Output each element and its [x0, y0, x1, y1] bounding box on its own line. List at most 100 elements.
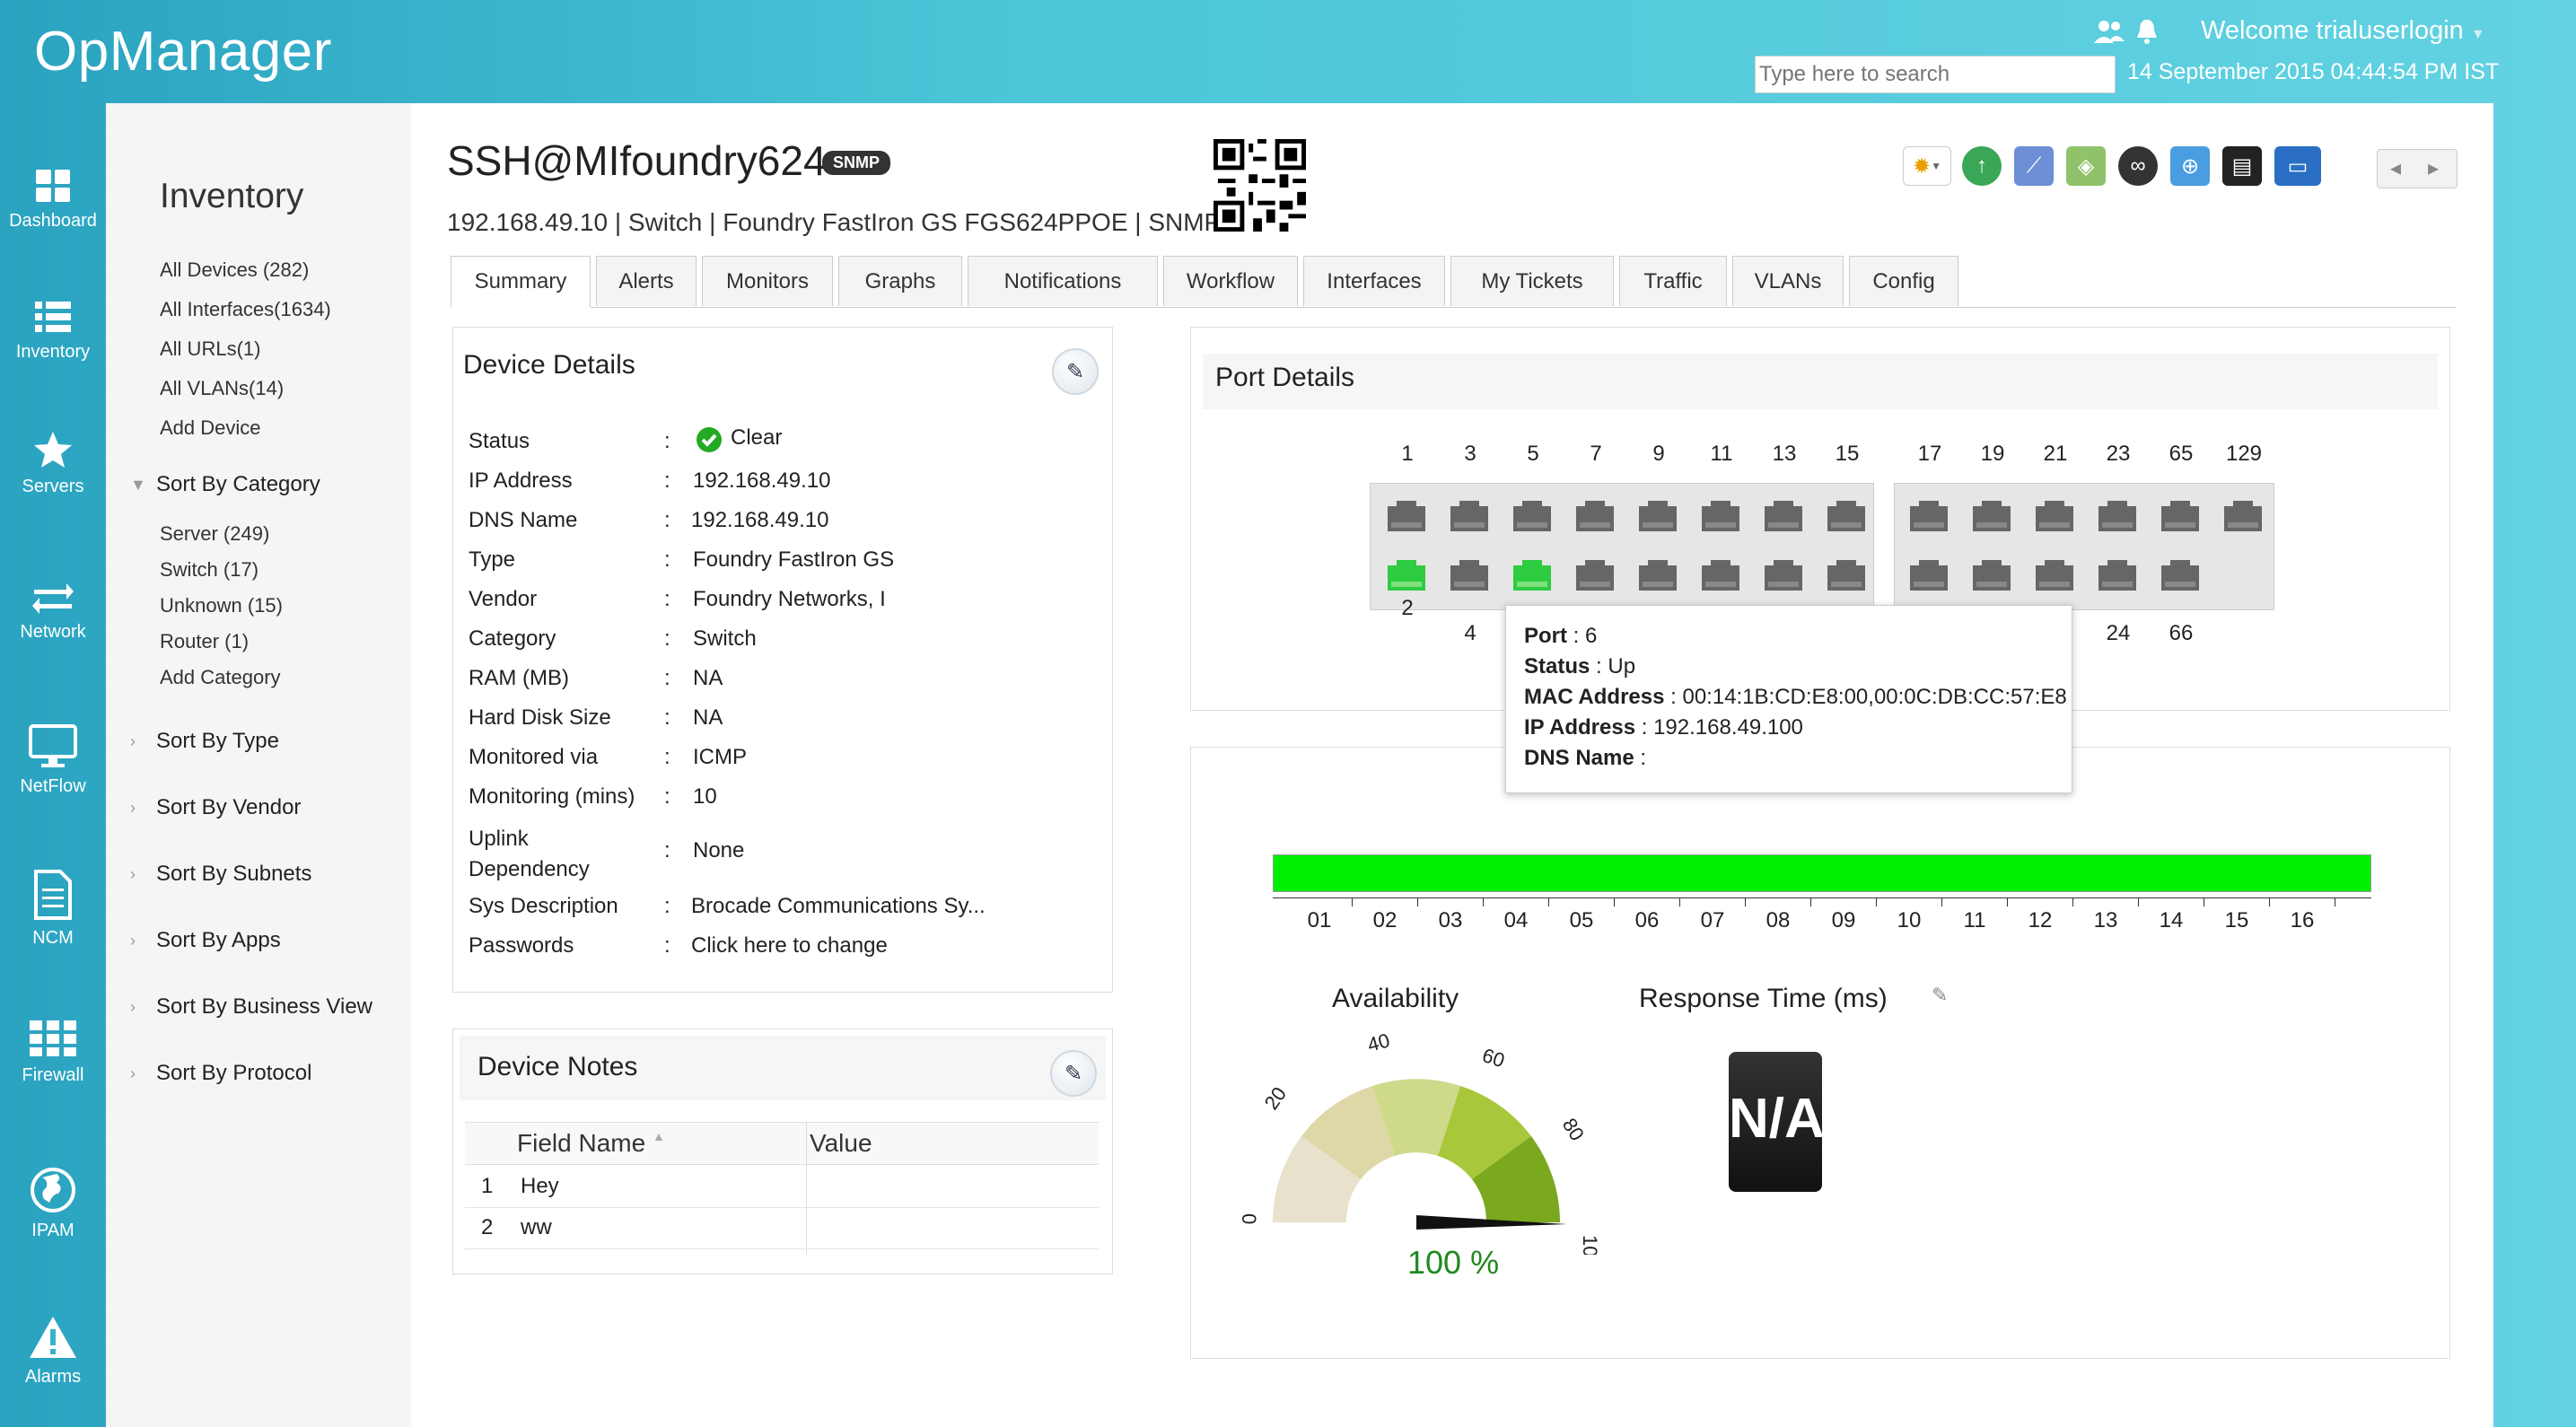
sort-by-category[interactable]: Sort By Category	[156, 472, 320, 496]
tab-vlans[interactable]: VLANs	[1732, 256, 1844, 306]
sidebar-link-add-device[interactable]: Add Device	[160, 416, 261, 439]
port-1[interactable]	[1386, 499, 1427, 533]
terminal-icon[interactable]: ▤	[2222, 146, 2262, 186]
sidebar-link-all-interfaces[interactable]: All Interfaces(1634)	[160, 298, 331, 320]
nav-inventory[interactable]: Inventory	[0, 299, 106, 363]
nav-dashboard[interactable]: Dashboard	[0, 168, 106, 232]
tab-summary[interactable]: Summary	[451, 256, 591, 308]
port-19[interactable]	[1971, 499, 2012, 533]
tab-interfaces[interactable]: Interfaces	[1303, 256, 1445, 306]
port-9[interactable]	[1637, 499, 1678, 533]
detail-value-ram: NA	[693, 666, 723, 690]
tab-monitors[interactable]: Monitors	[702, 256, 833, 306]
availability-fill	[1274, 855, 2370, 891]
remote-desktop-icon[interactable]: ▭	[2274, 146, 2321, 186]
sort-by-apps[interactable]: Sort By Apps	[156, 928, 281, 952]
port-15[interactable]	[1826, 499, 1867, 533]
port-17[interactable]	[1908, 499, 1950, 533]
port-65[interactable]	[2160, 499, 2201, 533]
edit-device-details-icon[interactable]: ✎	[1052, 348, 1099, 395]
hour-label: 09	[1831, 908, 1856, 932]
port-8[interactable]	[1574, 558, 1616, 592]
category-router[interactable]: Router (1)	[160, 630, 250, 652]
port-11[interactable]	[1700, 499, 1741, 533]
tab-traffic[interactable]: Traffic	[1619, 256, 1727, 306]
welcome-user-menu[interactable]: Welcome trialuserlogin ▼	[2201, 16, 2485, 46]
port-21[interactable]	[2034, 499, 2075, 533]
graph-icon[interactable]: ⟋	[2014, 146, 2054, 186]
port-label: 2	[1401, 596, 1414, 620]
sidebar-link-all-urls[interactable]: All URLs(1)	[160, 337, 261, 360]
port-22[interactable]	[2034, 558, 2075, 592]
notification-bell-icon[interactable]	[2134, 18, 2160, 49]
link-icon[interactable]: ∞	[2118, 146, 2158, 186]
port-4[interactable]	[1449, 558, 1490, 592]
port-13[interactable]	[1763, 499, 1804, 533]
sort-by-subnets[interactable]: Sort By Subnets	[156, 862, 312, 886]
nav-netflow[interactable]: NetFlow	[0, 724, 106, 797]
users-icon[interactable]	[2093, 18, 2125, 49]
sort-by-business-view[interactable]: Sort By Business View	[156, 994, 372, 1019]
port-20[interactable]	[1971, 558, 2012, 592]
hour-tick	[2007, 897, 2008, 906]
web-browser-icon[interactable]: ⊕	[2170, 146, 2210, 186]
port-16[interactable]	[1826, 558, 1867, 592]
port-12[interactable]	[1700, 558, 1741, 592]
category-server[interactable]: Server (249)	[160, 522, 270, 545]
nav-ipam[interactable]: IPAM	[0, 1167, 106, 1241]
search-input[interactable]	[1755, 56, 2116, 93]
port-24[interactable]	[2097, 558, 2138, 592]
tab-graphs[interactable]: Graphs	[838, 256, 962, 306]
port-129[interactable]	[2222, 499, 2264, 533]
map-icon[interactable]: ◈	[2066, 146, 2106, 186]
port-23[interactable]	[2097, 499, 2138, 533]
sort-by-protocol[interactable]: Sort By Protocol	[156, 1061, 312, 1085]
nav-firewall[interactable]: Firewall	[0, 1019, 106, 1086]
device-subtitle: 192.168.49.10 | Switch | Foundry FastIro…	[447, 208, 1222, 236]
nav-ncm[interactable]: NCM	[0, 869, 106, 949]
settings-menu-icon[interactable]: ✹ ▼	[1903, 146, 1951, 186]
qr-code-icon[interactable]	[1214, 139, 1306, 232]
port-label: 23	[2106, 442, 2131, 466]
port-5[interactable]	[1511, 499, 1553, 533]
nav-alarms[interactable]: Alarms	[0, 1315, 106, 1388]
hour-label: 05	[1569, 908, 1594, 932]
upload-status-icon[interactable]: ↑	[1962, 146, 2002, 186]
tab-workflow[interactable]: Workflow	[1163, 256, 1298, 306]
change-passwords-link[interactable]: Click here to change	[691, 933, 888, 958]
category-add[interactable]: Add Category	[160, 666, 281, 688]
port-3[interactable]	[1449, 499, 1490, 533]
notes-col-field-name[interactable]: Field Name ▲	[517, 1129, 665, 1158]
detail-label: Monitored via	[469, 745, 599, 769]
globe-icon	[31, 1168, 75, 1213]
port-10[interactable]	[1637, 558, 1678, 592]
tooltip-ip-label: IP Address	[1524, 715, 1636, 740]
tab-notifications[interactable]: Notifications	[968, 256, 1158, 306]
prev-arrow-icon[interactable]: ◂	[2390, 156, 2402, 180]
sort-by-vendor[interactable]: Sort By Vendor	[156, 795, 302, 819]
tab-my-tickets[interactable]: My Tickets	[1450, 256, 1614, 306]
sort-by-type[interactable]: Sort By Type	[156, 729, 279, 753]
tab-config[interactable]: Config	[1849, 256, 1958, 306]
sidebar-link-all-devices[interactable]: All Devices (282)	[160, 258, 310, 281]
port-14[interactable]	[1763, 558, 1804, 592]
tab-alerts[interactable]: Alerts	[596, 256, 697, 306]
port-2[interactable]	[1386, 558, 1427, 592]
category-switch[interactable]: Switch (17)	[160, 558, 259, 581]
port-18[interactable]	[1908, 558, 1950, 592]
port-6[interactable]	[1511, 558, 1553, 592]
category-unknown[interactable]: Unknown (15)	[160, 594, 283, 617]
port-7[interactable]	[1574, 499, 1616, 533]
nav-network[interactable]: Network	[0, 579, 106, 643]
hour-tick	[2269, 897, 2270, 906]
sidebar-link-all-vlans[interactable]: All VLANs(14)	[160, 377, 285, 399]
right-margin	[2493, 103, 2576, 1427]
next-arrow-icon[interactable]: ▸	[2428, 156, 2440, 180]
edit-notes-icon[interactable]: ✎	[1050, 1050, 1097, 1097]
edit-pencil-icon[interactable]: ✎	[1932, 984, 1949, 1006]
nav-servers[interactable]: Servers	[0, 430, 106, 497]
detail-colon: :	[664, 429, 670, 453]
port-66[interactable]	[2160, 558, 2201, 592]
table-row[interactable]: 1 Hey	[465, 1167, 1099, 1208]
table-row[interactable]: 2 ww	[465, 1208, 1099, 1249]
